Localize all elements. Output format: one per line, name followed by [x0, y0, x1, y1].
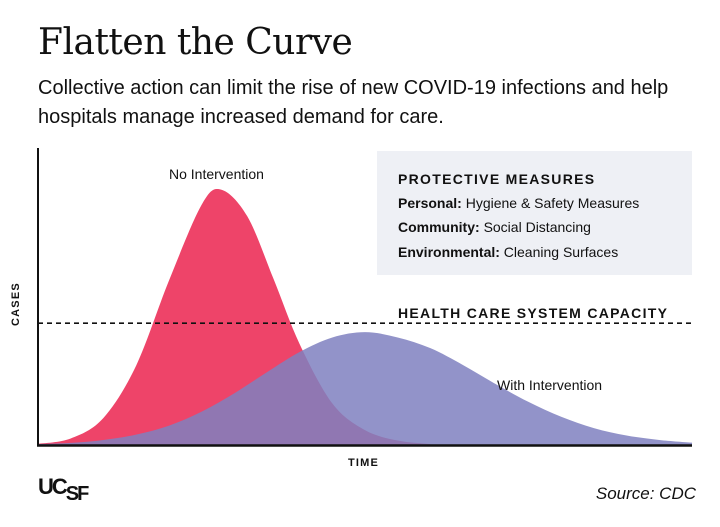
ucsf-logo: UCSF: [38, 474, 89, 505]
series-with-intervention-area: [38, 332, 692, 445]
source-note: Source: CDC: [595, 484, 696, 503]
series-label-with-intervention: With Intervention: [497, 377, 603, 393]
measure-item: Personal: Hygiene & Safety Measures: [398, 195, 639, 211]
protective-measures-box: PROTECTIVE MEASURES Personal: Hygiene & …: [377, 151, 692, 275]
measure-label: Environmental:: [398, 244, 500, 260]
measure-text: Cleaning Surfaces: [503, 244, 619, 260]
series-label-no-intervention: No Intervention: [169, 166, 264, 182]
measure-item: Environmental: Cleaning Surfaces: [398, 244, 618, 260]
capacity-label: HEALTH CARE SYSTEM CAPACITY: [398, 305, 669, 321]
measure-label: Community:: [398, 219, 480, 235]
x-axis-label: TIME: [348, 457, 380, 469]
measure-text: Social Distancing: [483, 219, 591, 235]
measures-heading: PROTECTIVE MEASURES: [398, 171, 596, 187]
measure-label: Personal:: [398, 195, 462, 211]
measure-item: Community: Social Distancing: [398, 219, 591, 235]
measure-text: Hygiene & Safety Measures: [465, 195, 640, 211]
series-no-intervention-area: [38, 188, 431, 445]
page-title: Flatten the Curve: [38, 22, 353, 63]
y-axis-label: CASES: [10, 282, 22, 326]
subtitle: Collective action can limit the rise of …: [38, 77, 669, 128]
